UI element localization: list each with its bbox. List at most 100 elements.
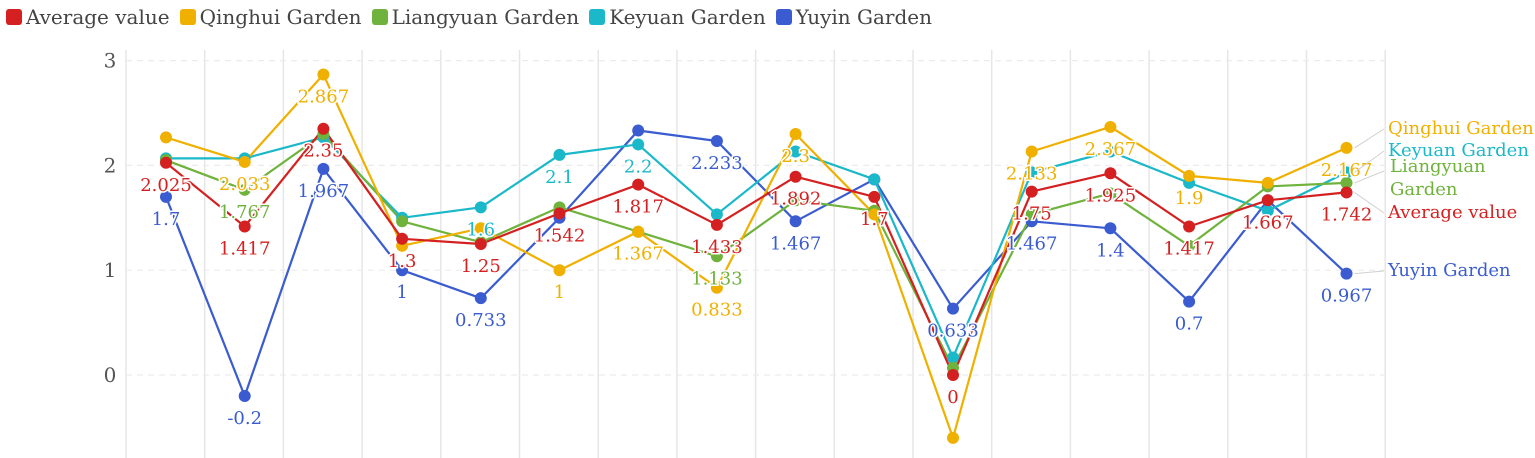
- data-point: [1261, 204, 1274, 217]
- data-point: [474, 292, 487, 305]
- data-label: 1.7: [152, 209, 181, 230]
- data-point: [1025, 166, 1038, 179]
- end-label: Average value: [1387, 202, 1517, 223]
- data-point: [160, 190, 172, 203]
- data-point: [1025, 185, 1038, 198]
- data-point: [947, 351, 959, 364]
- data-label: 0.733: [455, 310, 507, 331]
- data-label: 2.2: [624, 156, 653, 177]
- data-point: [710, 134, 723, 147]
- legend: Average value Qinghui Garden Liangyuan G…: [6, 2, 932, 32]
- data-point: [789, 170, 802, 183]
- data-point: [632, 178, 645, 191]
- data-point: [1340, 166, 1353, 179]
- legend-label: Keyuan Garden: [609, 5, 766, 29]
- data-label: 1.417: [219, 238, 271, 259]
- data-point: [1183, 169, 1196, 182]
- legend-item-keyuan-garden[interactable]: Keyuan Garden: [589, 5, 766, 29]
- legend-label: Liangyuan Garden: [391, 5, 580, 29]
- end-label-leader: [1354, 192, 1385, 214]
- data-point: [710, 218, 723, 231]
- legend-label: Yuyin Garden: [795, 5, 933, 29]
- legend-swatch: [6, 9, 22, 25]
- end-label-leader: [1354, 128, 1385, 149]
- data-point: [1104, 145, 1117, 158]
- data-point: [1183, 220, 1196, 233]
- end-label-leader: [1354, 270, 1385, 275]
- data-label: 1.892: [770, 189, 822, 210]
- data-point: [868, 173, 881, 186]
- data-label: 0.833: [691, 300, 743, 321]
- end-label: Liangyuan: [1390, 156, 1486, 177]
- data-point: [947, 369, 959, 381]
- data-point: [1183, 295, 1196, 308]
- data-label: 1.367: [612, 244, 664, 265]
- y-tick-label: 0: [104, 363, 117, 387]
- legend-swatch: [371, 9, 388, 25]
- data-point: [238, 183, 251, 196]
- data-point: [474, 201, 487, 214]
- series-line: [165, 127, 1347, 377]
- legend-item-qinghui-garden[interactable]: Qinghui Garden: [179, 5, 362, 29]
- data-label: 1.75: [1012, 204, 1052, 225]
- data-point: [1183, 239, 1196, 252]
- data-label: 1.925: [1085, 185, 1137, 206]
- data-point: [1340, 186, 1353, 199]
- legend-item-average-value[interactable]: Average value: [6, 5, 170, 29]
- data-point: [710, 250, 723, 263]
- data-point: [710, 208, 723, 221]
- data-point: [396, 232, 409, 245]
- data-label: 1.417: [1163, 238, 1215, 259]
- data-point: [1025, 145, 1038, 158]
- data-label: 1: [554, 282, 565, 303]
- data-point: [474, 222, 487, 235]
- data-label: 1.433: [691, 237, 743, 258]
- data-label: 1.6: [466, 219, 495, 240]
- data-label: 1: [396, 282, 407, 303]
- data-point: [947, 431, 959, 444]
- series-line: [165, 73, 1347, 439]
- data-point: [632, 124, 645, 137]
- data-point: [789, 145, 802, 158]
- data-point: [553, 148, 566, 161]
- data-point: [632, 225, 645, 238]
- data-label: 2.167: [1321, 160, 1373, 181]
- data-label: 1.9: [1175, 188, 1204, 209]
- data-point: [868, 208, 881, 221]
- data-point: [1025, 208, 1038, 221]
- data-label: 1.667: [1242, 212, 1294, 233]
- data-label: 2.233: [691, 153, 743, 174]
- data-label: 2.133: [1006, 163, 1058, 184]
- data-point: [317, 122, 330, 135]
- data-point: [238, 155, 251, 168]
- legend-item-yuyin-garden[interactable]: Yuyin Garden: [775, 5, 933, 29]
- data-label: 2.3: [781, 146, 810, 167]
- data-label: 1.4: [1096, 240, 1125, 261]
- data-label: 2.367: [1085, 139, 1137, 160]
- data-label: 1.7: [860, 209, 889, 230]
- data-label: 2.867: [298, 87, 350, 108]
- data-point: [710, 281, 723, 294]
- data-point: [1104, 120, 1117, 133]
- series-line: [165, 132, 1347, 370]
- data-label: 1.542: [534, 225, 586, 246]
- data-point: [1340, 141, 1353, 154]
- series-line: [164, 129, 1348, 398]
- end-label: Keyuan Garden: [1388, 140, 1529, 161]
- data-label: 0.633: [927, 321, 979, 342]
- data-point: [1340, 267, 1353, 280]
- data-label: 1.742: [1321, 204, 1373, 225]
- data-point: [1104, 167, 1117, 180]
- data-point: [553, 207, 566, 220]
- data-label: 1.133: [691, 268, 743, 289]
- data-point: [553, 264, 566, 277]
- legend-item-liangyuan-garden[interactable]: Liangyuan Garden: [371, 5, 580, 29]
- data-point: [396, 264, 409, 277]
- legend-swatch: [179, 9, 196, 25]
- data-label: 1.767: [219, 202, 271, 223]
- data-label: 2.1: [545, 167, 574, 188]
- data-point: [789, 127, 802, 140]
- y-tick-label: 2: [104, 153, 117, 177]
